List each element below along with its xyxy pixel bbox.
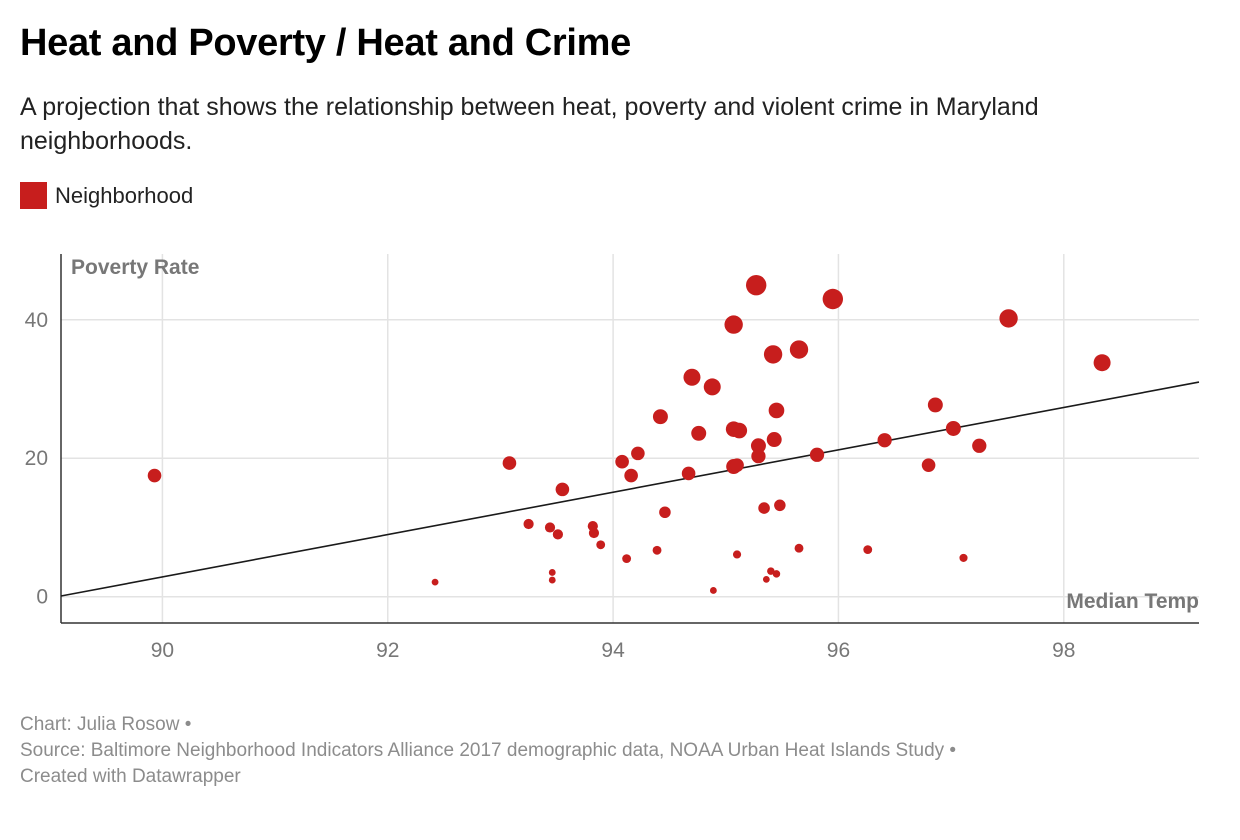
axes: 90 92 94 96 98 0 20 40 [25,254,1199,662]
data-point [822,288,844,310]
data-point [624,468,638,483]
data-point [431,578,439,586]
trend-line [60,381,1200,597]
data-point [691,425,707,441]
data-point [768,402,785,419]
data-point [767,567,775,575]
x-axis-label: Median Temp [1066,590,1199,613]
data-point [809,447,825,462]
data-point [927,397,943,413]
source-note: Source: Baltimore Neighborhood Indicator… [20,740,957,761]
data-point [544,522,556,533]
scatter-plot: 90 92 94 96 98 0 20 40 Poverty Rate Median Temp [25,254,1200,662]
data-point [921,458,936,472]
legend-swatch [20,182,47,209]
created-with: Created with Datawrapper [20,766,241,787]
data-point [703,378,721,396]
data-point [548,569,556,576]
y-tick-label: 40 [25,309,48,332]
legend: Neighborhood [20,182,193,209]
data-point [794,543,804,553]
data-point [502,456,517,470]
data-point [622,554,632,564]
y-tick-label: 0 [36,586,48,609]
data-point [999,309,1018,328]
data-point [745,274,767,296]
data-point [766,432,782,448]
data-point [681,466,696,481]
x-tick-label: 94 [601,639,625,662]
data-point [552,529,563,540]
data-points [147,274,1111,594]
chart-subtitle: A projection that shows the relationship… [20,93,1039,155]
data-point [959,553,968,563]
data-point [596,540,606,550]
data-point [750,438,766,454]
x-tick-label: 90 [151,639,174,662]
data-point [758,502,770,514]
data-point [972,438,987,453]
data-point [732,550,742,559]
data-point [1093,354,1111,372]
y-axis-label: Poverty Rate [71,256,199,279]
chart-title: Heat and Poverty / Heat and Crime [20,22,631,64]
data-point [523,518,534,530]
data-point [772,570,781,578]
data-point [683,368,701,386]
data-point [588,527,600,539]
x-tick-label: 98 [1052,639,1075,662]
chart-credit: Chart: Julia Rosow • [20,714,192,735]
data-point [731,422,748,439]
data-point [615,454,629,469]
data-point [548,576,556,584]
data-point [659,506,671,519]
data-point [631,446,645,461]
data-point [730,458,744,472]
data-point [789,340,809,359]
data-point [751,449,766,464]
data-point [724,315,743,334]
data-point [555,482,570,497]
data-point [652,409,668,425]
data-point [763,345,783,364]
data-point [762,575,770,583]
data-point [774,499,786,512]
legend-label: Neighborhood [55,182,194,208]
data-point [652,545,662,555]
grid [61,254,1199,623]
x-tick-label: 92 [376,639,399,662]
data-point [863,545,873,555]
data-point [147,468,162,483]
data-point [945,420,961,436]
data-point [709,587,717,594]
footer: Chart: Julia Rosow • Source: Baltimore N… [20,712,956,790]
y-tick-label: 20 [25,447,48,470]
data-point [877,433,892,448]
x-tick-label: 96 [827,639,850,662]
